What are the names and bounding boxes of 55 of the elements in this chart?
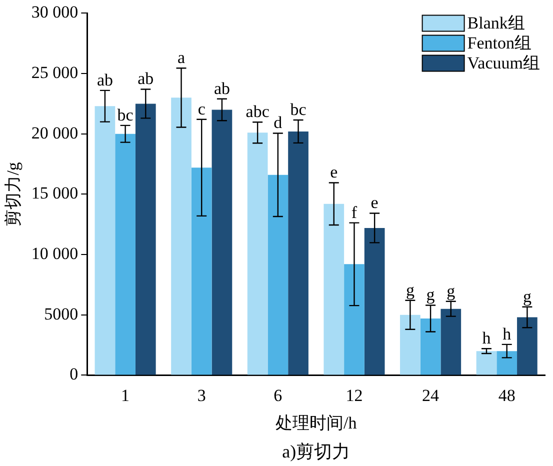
legend-label: Blank组	[467, 14, 525, 33]
bar	[400, 314, 420, 375]
data-label: ab	[138, 69, 154, 88]
data-label: f	[351, 202, 358, 222]
bar	[364, 228, 385, 375]
bar	[496, 351, 518, 375]
y-tick-label: 10 000	[31, 244, 78, 263]
bar	[135, 104, 156, 375]
x-tick-label: 3	[197, 386, 206, 405]
data-label: a	[177, 48, 186, 68]
y-tick-label: 0	[70, 364, 78, 384]
data-label: g	[426, 285, 436, 304]
y-tick-label: 20 000	[31, 123, 78, 142]
x-tick-label: 12	[346, 386, 363, 405]
data-label: d	[274, 113, 283, 132]
bar	[212, 110, 232, 375]
x-tick-label: 48	[498, 386, 516, 405]
data-label: h	[482, 328, 492, 348]
data-label: e	[330, 162, 338, 182]
data-label: g	[406, 280, 415, 300]
y-tick-label: 5000	[44, 304, 78, 324]
data-label: g	[446, 281, 456, 300]
data-label: c	[198, 99, 206, 118]
y-tick-label: 25 000	[31, 63, 78, 82]
bar	[324, 204, 344, 375]
bar	[115, 134, 136, 375]
bar	[517, 317, 538, 375]
bar	[288, 131, 308, 375]
data-label: bc	[290, 100, 307, 119]
data-label: abc	[246, 102, 270, 122]
text: a)剪切力	[282, 442, 350, 462]
x-tick-label: 1	[121, 386, 130, 405]
data-label: ab	[96, 70, 113, 90]
y-tick-label: 30 000	[31, 2, 78, 22]
x-axis-title: 处理时间/h	[275, 413, 358, 432]
x-tick-label: 6	[274, 386, 282, 405]
data-label: bc	[117, 105, 134, 124]
data-label: g	[522, 286, 532, 306]
data-label: h	[502, 324, 512, 344]
data-label: ab	[214, 78, 230, 98]
bar	[476, 351, 497, 375]
data-label: e	[370, 193, 378, 212]
bar	[171, 98, 192, 375]
bar	[191, 168, 212, 375]
y-tick-label: 15 000	[31, 184, 78, 203]
bar	[268, 174, 288, 375]
bar	[440, 308, 462, 375]
legend-label: Vacuum组	[467, 54, 540, 73]
bar	[420, 318, 441, 375]
bar	[344, 264, 364, 375]
y-axis-title: 剪切力/g	[4, 162, 23, 226]
x-tick-label: 24	[422, 386, 440, 405]
bar	[94, 106, 116, 375]
legend-label: Fenton组	[467, 34, 532, 53]
bar	[247, 132, 268, 375]
